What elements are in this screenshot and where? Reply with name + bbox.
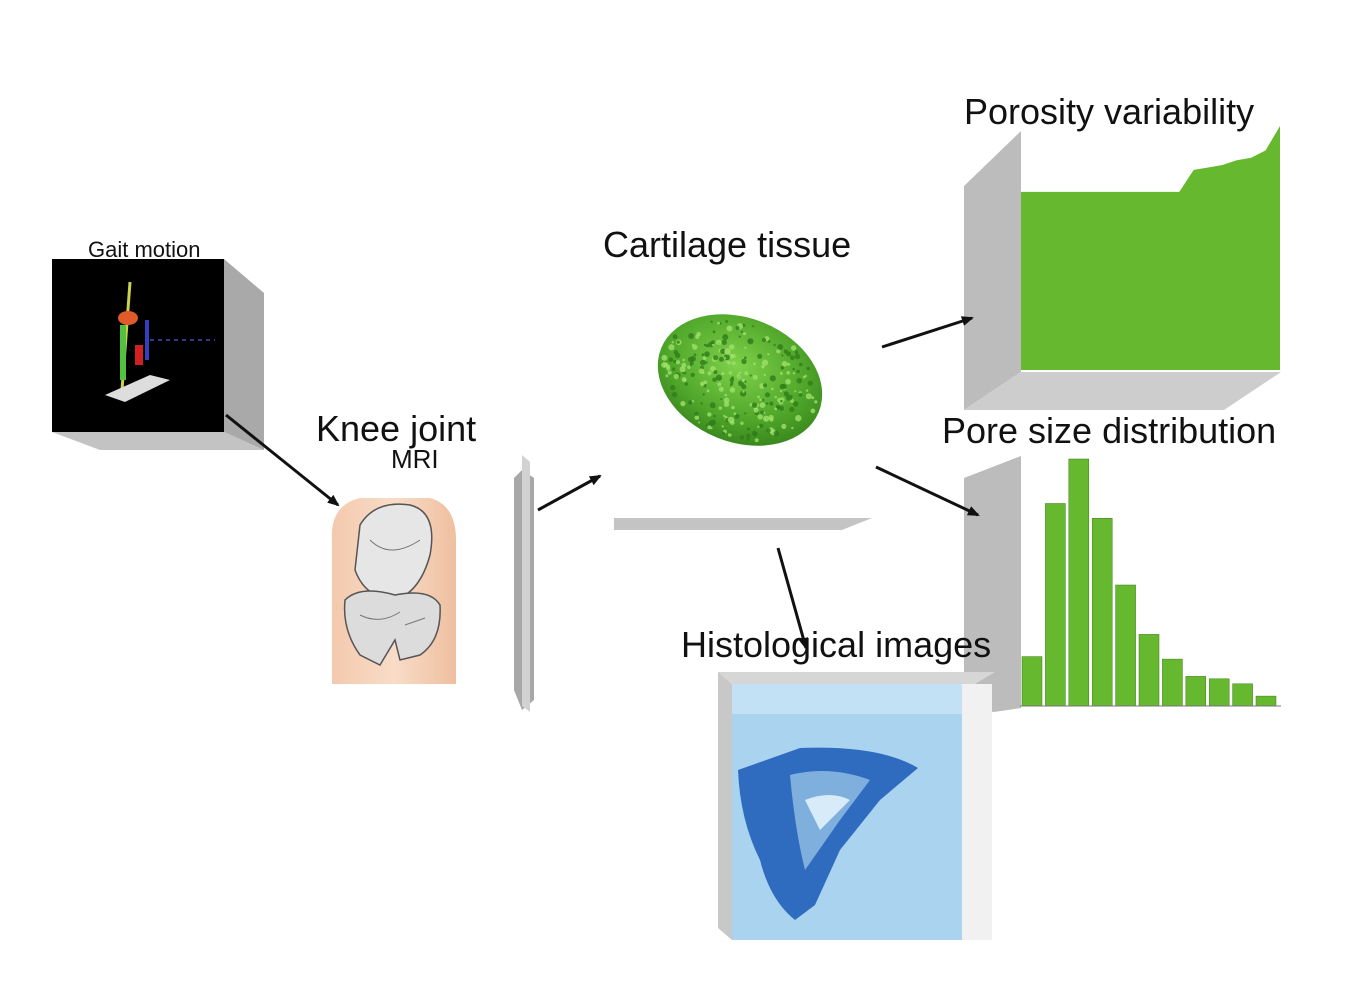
pore-size-bar	[1091, 518, 1113, 707]
pore-size-distribution-chart	[964, 456, 1281, 712]
arrow-to-pore-size	[875, 465, 980, 517]
pore-size-bar	[1162, 658, 1183, 707]
pore-size-bar	[1185, 676, 1207, 707]
pore-size-bar	[1138, 634, 1160, 707]
arrow-to-porosity	[881, 316, 974, 349]
cartilage-tissue-sample	[657, 314, 823, 446]
gait-motion-cube	[52, 259, 264, 450]
knee-joint-label: Knee joint	[316, 408, 477, 449]
pore-size-bar	[1115, 584, 1136, 707]
gait-motion-label: Gait motion	[88, 237, 201, 262]
cartilage-shadow	[614, 518, 872, 530]
porosity-variability-chart	[964, 126, 1281, 410]
mri-label: MRI	[391, 444, 439, 474]
pore-size-bar	[1255, 695, 1277, 707]
pore-size-distribution-label: Pore size distribution	[942, 410, 1277, 451]
arrow-mri-to-cartilage	[537, 474, 602, 512]
cartilage-tissue-label: Cartilage tissue	[603, 224, 852, 265]
arrow-to-histology	[776, 547, 809, 650]
porosity-variability-label: Porosity variability	[964, 91, 1255, 132]
pore-size-bar	[1232, 683, 1253, 707]
arrow-gait-to-knee	[225, 413, 340, 507]
pore-size-bar	[1068, 458, 1090, 707]
pore-size-bar	[1045, 503, 1066, 707]
pore-size-bar	[1021, 656, 1043, 707]
pore-size-bar	[1208, 678, 1230, 707]
flow-arrows	[225, 316, 980, 650]
knee-mri-image	[331, 498, 456, 684]
histological-images-label: Histological images	[681, 624, 992, 665]
histological-image	[718, 672, 995, 940]
